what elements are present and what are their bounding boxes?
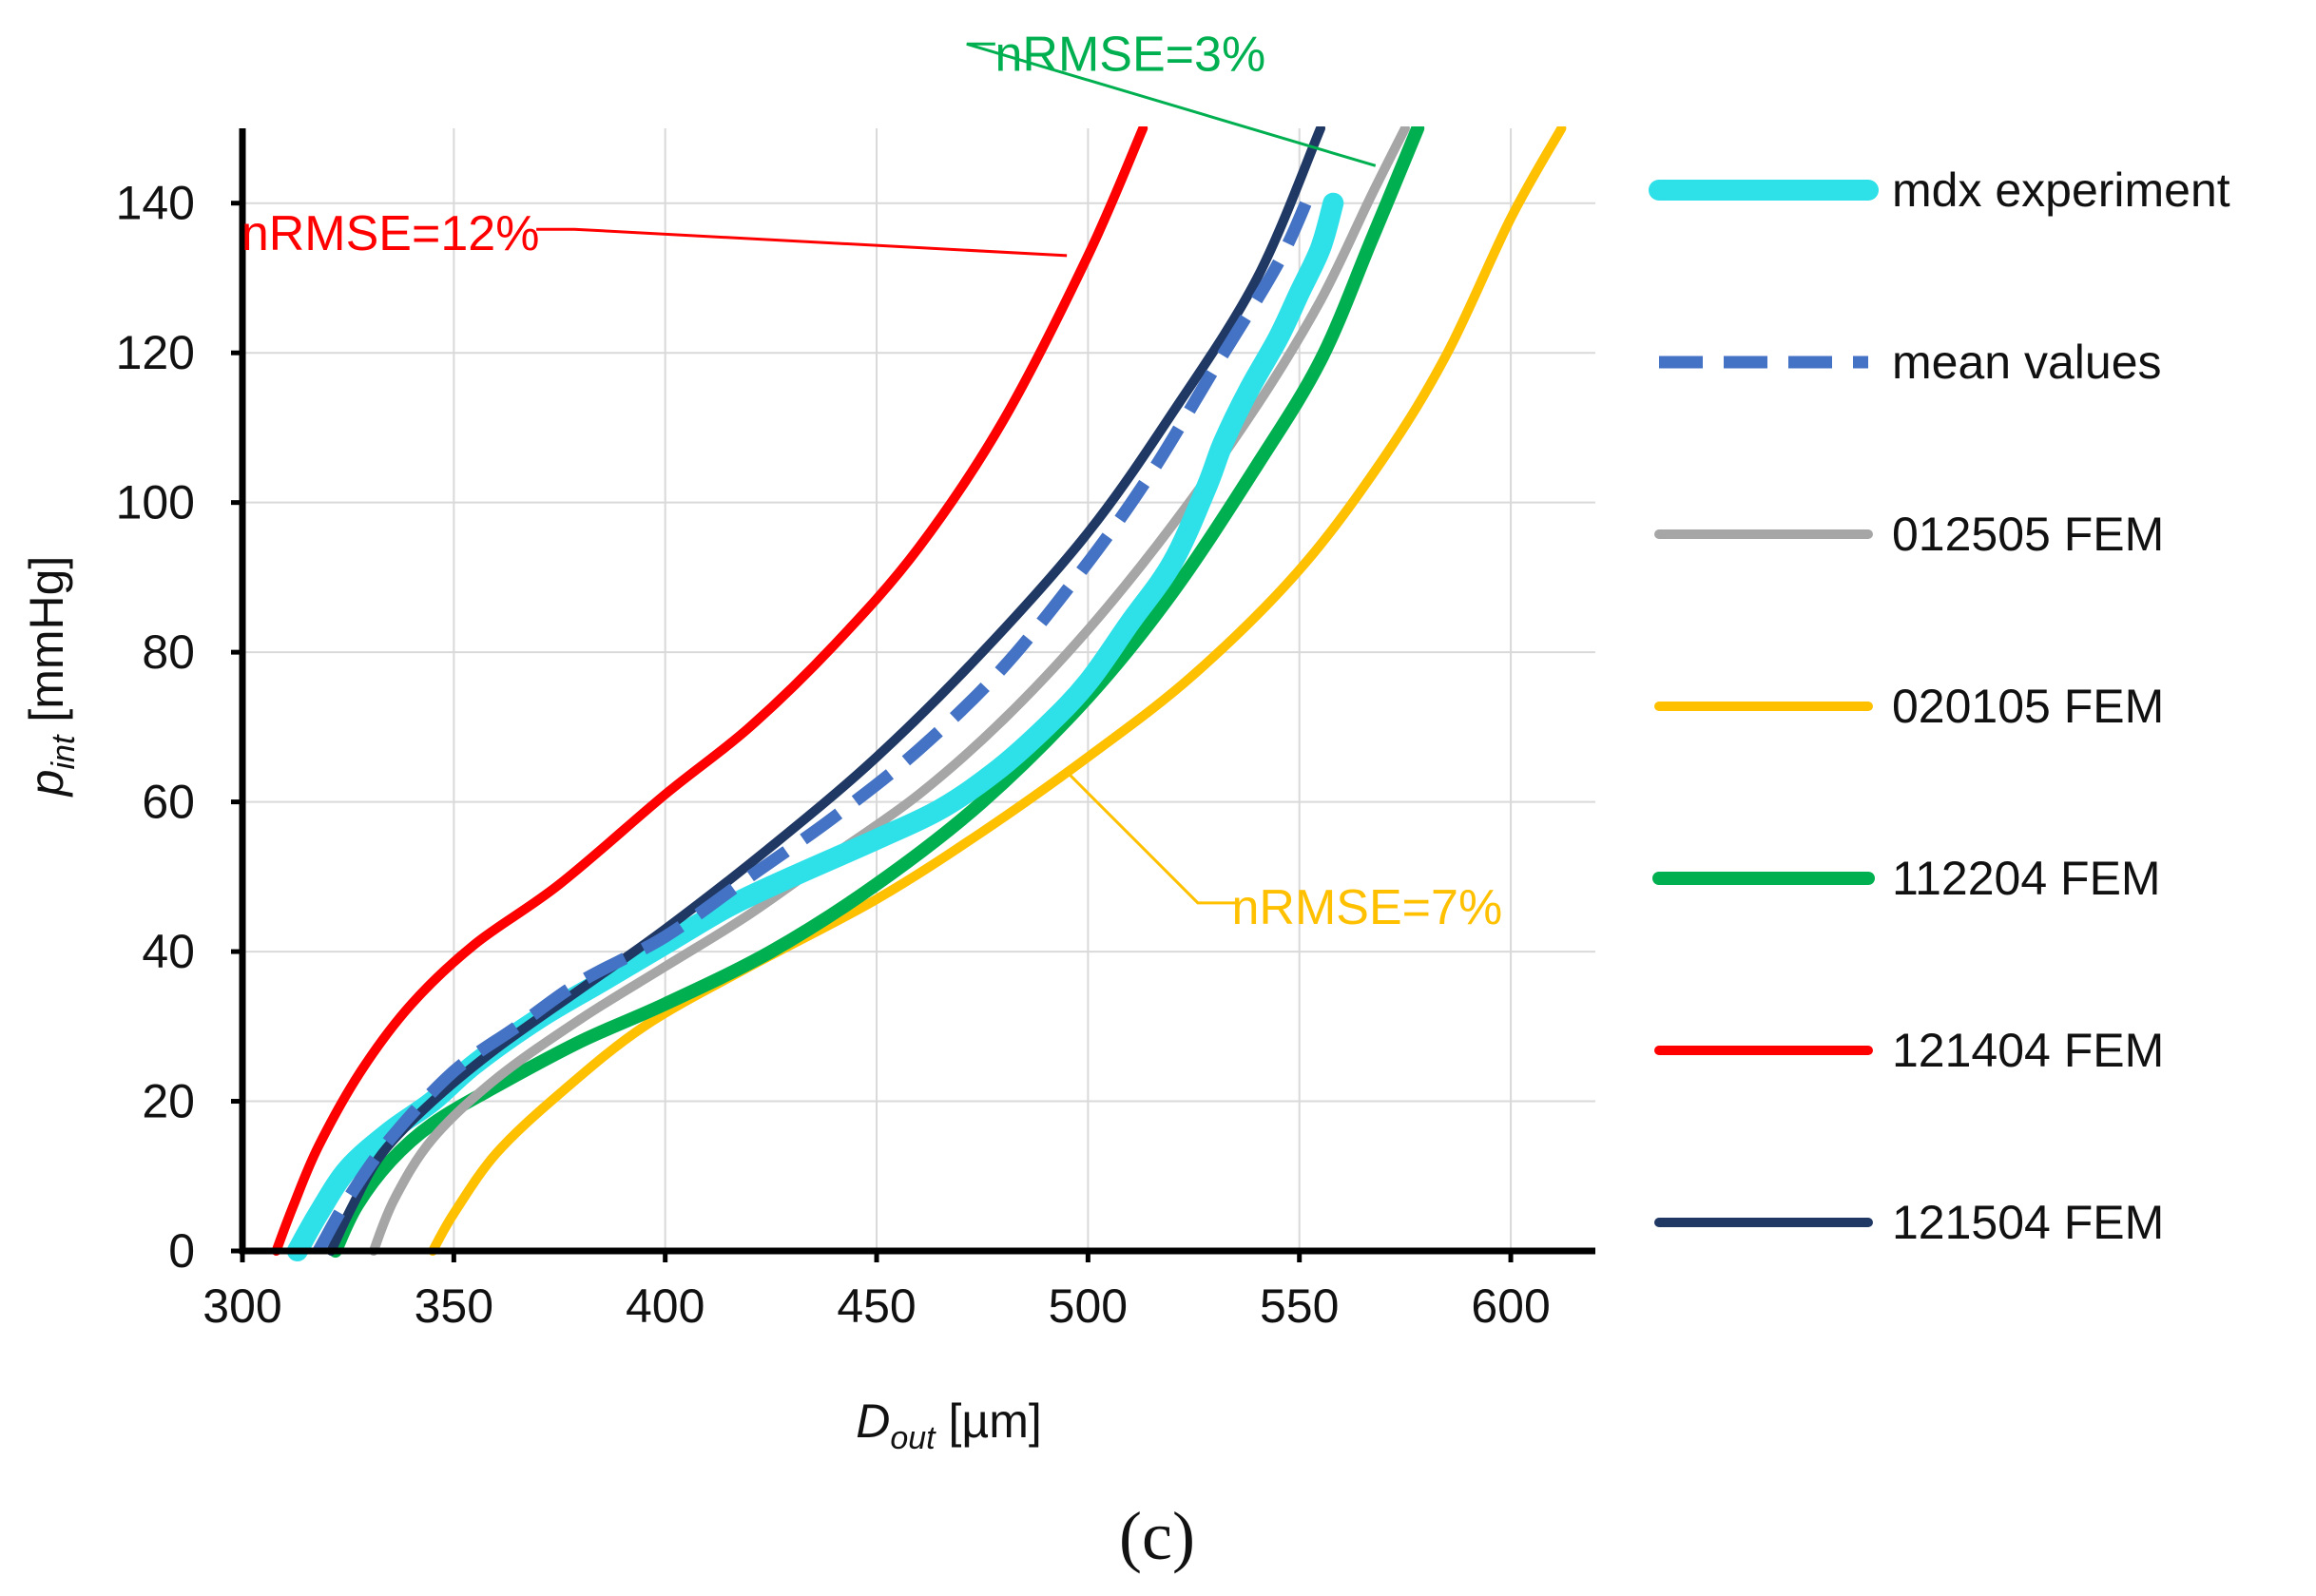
series-line-mean-values [313,185,1319,1255]
legend-label-012505-fem: 012505 FEM [1892,508,2164,561]
panel-label: (c) [1119,1498,1195,1574]
y-tick-label: 0 [168,1224,195,1278]
series-line-121504-fem [326,126,1325,1256]
legend-label-121404-fem: 121404 FEM [1892,1024,2164,1077]
x-tick-label: 300 [203,1279,281,1333]
legend-label-mean-values: mean values [1892,336,2162,389]
y-axis-title: pint [mmHg] [20,556,82,798]
y-tick-label: 100 [116,476,195,529]
x-tick-label: 400 [626,1279,704,1333]
y-tick-label: 60 [142,776,195,829]
series-line-121404-fem [271,126,1148,1256]
annotation-leader [966,42,1377,167]
legend-label-121504-fem: 121504 FEM [1892,1196,2164,1249]
y-tick-label: 20 [142,1075,195,1128]
x-tick-label: 550 [1260,1279,1339,1333]
x-tick-label: 450 [837,1279,916,1333]
annotation-nrmse-7: nRMSE=7% [1232,880,1503,935]
y-tick-label: 120 [116,326,195,379]
legend: mdx experiment mean values 012505 FEM 02010… [1649,163,2230,1249]
legend-label-112204-fem: 112204 FEM [1892,852,2161,905]
series-line-mdx-experiment [286,192,1344,1261]
annotation-leader [1066,771,1236,905]
annotation-leader [536,227,1068,258]
axes [231,128,1595,1262]
y-tick-label: 140 [116,177,195,230]
tick-labels: 300 350 400 450 500 550 600 0 20 40 60 80 100 120 140 [116,177,1551,1333]
series-line-112204-fem [328,126,1425,1258]
series-line-012505-fem [368,126,1410,1256]
y-tick-label: 40 [142,925,195,978]
annotation-nrmse-3: nRMSE=3% [995,27,1266,82]
y-tick-label: 80 [142,625,195,679]
series-line-020105-fem [428,126,1567,1256]
x-tick-label: 600 [1471,1279,1550,1333]
annotations: nRMSE=12% nRMSE=3% nRMSE=7% [241,27,1502,935]
x-tick-label: 500 [1049,1279,1128,1333]
x-tick-label: 350 [415,1279,493,1333]
legend-label-020105-fem: 020105 FEM [1892,680,2164,733]
annotation-nrmse-12: nRMSE=12% [241,206,540,261]
plot-series [271,126,1567,1261]
legend-label-mdx-experiment: mdx experiment [1892,163,2230,217]
x-axis-title: Dout [µm] [856,1394,1042,1456]
